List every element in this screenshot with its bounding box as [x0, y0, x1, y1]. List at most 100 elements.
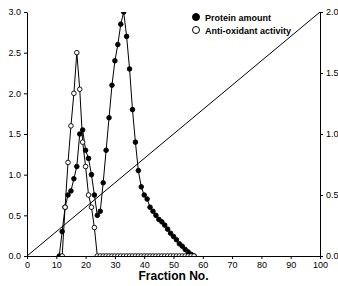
x-axis-tick-mark [174, 256, 175, 259]
y-axis-tick: 1.0 [8, 170, 27, 180]
point [101, 181, 106, 186]
y-axis-tick: 0.0 [8, 251, 27, 261]
y2-axis-tick-label: 2.0 [326, 7, 338, 17]
y2-axis-tick: 0.5 [320, 190, 338, 200]
y2-axis-tick-mark [320, 12, 323, 13]
y-axis-tick-mark [24, 12, 27, 13]
y-axis-tick-mark [24, 215, 27, 216]
y2-axis-tick-mark [320, 73, 323, 74]
point [89, 205, 94, 210]
y-axis-tick-mark [24, 256, 27, 257]
y-axis-tick-mark [24, 93, 27, 94]
y-axis-tick-label: 0.0 [8, 251, 21, 261]
x-axis-title: Fraction No. [138, 269, 208, 283]
point [124, 34, 129, 39]
y-axis-tick: 0.5 [8, 211, 27, 221]
y2-axis-tick: 1.0 [320, 129, 338, 139]
y-axis-tick-label: 2.0 [8, 89, 21, 99]
point [75, 164, 80, 169]
y2-axis-tick-label: 1.0 [326, 129, 338, 139]
y2-axis-tick: 1.5 [320, 68, 338, 78]
x-axis-tick: 30 [110, 256, 120, 270]
point [69, 189, 74, 194]
y2-axis-tick: 2.0 [320, 7, 338, 17]
y2-axis-tick-label: 1.5 [326, 68, 338, 78]
y-axis-tick: 2.0 [8, 89, 27, 99]
legend-marker [193, 14, 200, 21]
point [110, 83, 115, 88]
point [174, 237, 179, 242]
y-axis-tick: 2.5 [8, 48, 27, 58]
x-axis-tick-label: 100 [313, 260, 328, 270]
x-axis-tick: 10 [52, 256, 62, 270]
x-axis-tick-mark [144, 256, 145, 259]
point [151, 209, 156, 214]
y-axis-tick-label: 3.0 [8, 7, 21, 17]
x-axis-tick-label: 0 [25, 260, 30, 270]
chart: 01020304050607080901000.00.51.01.52.02.5… [0, 0, 338, 286]
point [77, 87, 82, 92]
point [63, 205, 68, 210]
x-axis-tick-label: 10 [52, 260, 62, 270]
y2-axis-tick-mark [320, 195, 323, 196]
point [83, 164, 88, 169]
point [60, 254, 65, 256]
y-axis-tick-label: 0.5 [8, 211, 21, 221]
point [72, 91, 77, 96]
point [145, 197, 150, 202]
x-axis-tick-mark [203, 256, 204, 259]
x-axis-tick-mark [291, 256, 292, 259]
point [142, 193, 147, 198]
y2-axis-tick: 0.0 [320, 251, 338, 261]
y2-axis-tick-mark [320, 134, 323, 135]
x-axis-tick-label: 90 [286, 260, 296, 270]
point [148, 205, 153, 210]
y-axis-tick-label: 1.0 [8, 170, 21, 180]
x-axis-tick-mark [261, 256, 262, 259]
y-axis-tick: 1.5 [8, 129, 27, 139]
point [192, 254, 197, 256]
series-line [27, 12, 320, 256]
y-axis-tick-mark [24, 134, 27, 135]
point [66, 160, 71, 165]
point [116, 42, 121, 47]
point [69, 124, 74, 129]
point [86, 156, 91, 161]
y-axis-line [27, 13, 28, 257]
plot-area [27, 12, 320, 256]
point [89, 172, 94, 177]
point [92, 225, 97, 230]
point [130, 107, 135, 112]
legend-label: Anti-oxidant activity [205, 26, 291, 36]
point [98, 209, 103, 214]
legend-marker [193, 27, 200, 34]
point [80, 140, 85, 145]
y-axis-tick-label: 1.5 [8, 129, 21, 139]
point [63, 205, 68, 210]
point [139, 185, 144, 190]
x-axis-tick: 80 [257, 256, 267, 270]
legend: Protein amount Anti-oxidant activity [193, 13, 292, 36]
legend-label: Protein amount [205, 13, 271, 23]
x-axis-tick: 0 [25, 256, 30, 270]
point [107, 115, 112, 120]
point [92, 193, 97, 198]
point [80, 128, 85, 133]
y-axis-tick-label: 2.5 [8, 48, 21, 58]
point [72, 176, 77, 181]
y2-axis-tick-label: 0.0 [326, 251, 338, 261]
point [133, 140, 138, 145]
x-axis-tick-label: 20 [81, 260, 91, 270]
x-axis-tick: 70 [228, 256, 238, 270]
series-line [62, 53, 194, 256]
y-axis: 0.0 0.5 1.0 1.5 2.0 2.5 3.0 [8, 7, 27, 261]
x-axis-tick: 20 [81, 256, 91, 270]
y-axis-tick: 3.0 [8, 7, 27, 17]
point [162, 223, 167, 228]
x-axis-tick-mark [56, 256, 57, 259]
y-axis-tick-mark [24, 175, 27, 176]
point [118, 22, 123, 27]
y2-axis-tick-mark [320, 256, 323, 257]
point [77, 132, 82, 137]
x-axis-tick-label: 80 [257, 260, 267, 270]
